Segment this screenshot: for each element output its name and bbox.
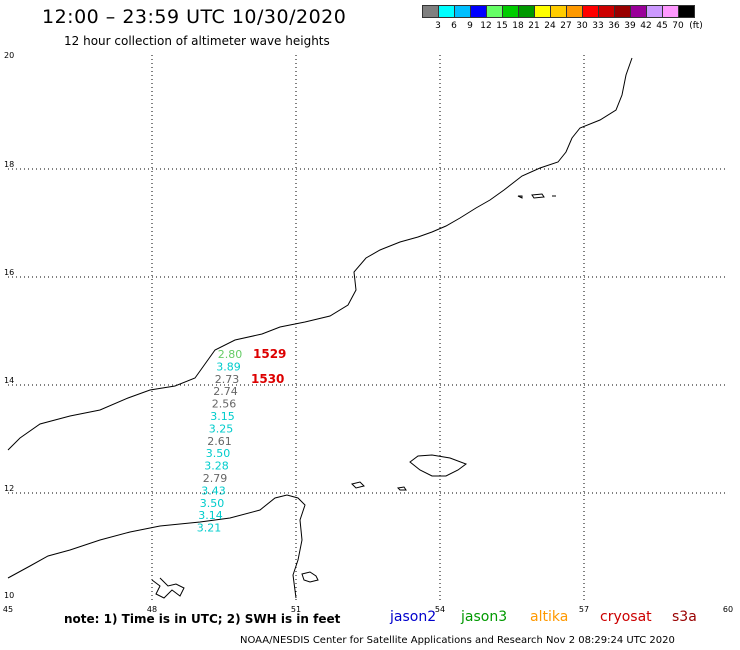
credit-line: NOAA/NESDIS Center for Satellite Applica… xyxy=(240,635,675,646)
coastline xyxy=(7,57,633,599)
swh-value: 2.56 xyxy=(212,398,237,411)
lon-tick-label: 45 xyxy=(3,605,13,614)
page-title: 12:00 – 23:59 UTC 10/30/2020 xyxy=(42,6,347,28)
lon-tick-label: 54 xyxy=(435,605,445,614)
scale-label: 45 xyxy=(656,21,668,31)
swh-value: 2.80 xyxy=(218,348,243,361)
swh-value: 3.50 xyxy=(200,497,225,510)
altimeter-observations: 2.803.892.732.742.563.153.252.613.503.28… xyxy=(197,347,287,535)
axis-tick-labels: 45 48 51 54 57 60 20 18 16 14 12 10 xyxy=(3,51,733,614)
legend-item-jason2: jason2 xyxy=(390,609,437,625)
legend-item-s3a: s3a xyxy=(672,609,697,625)
lat-tick-label: 16 xyxy=(4,268,14,277)
swh-value: 3.25 xyxy=(209,422,234,435)
lat-tick-label: 10 xyxy=(4,591,14,600)
scale-label: 12 xyxy=(480,21,492,31)
scale-label: 36 xyxy=(608,21,620,31)
pass-time-label: 1529 xyxy=(253,347,286,361)
legend-item-cryosat: cryosat xyxy=(600,609,652,625)
lon-tick-label: 48 xyxy=(147,605,157,614)
pass-time-label: 1530 xyxy=(251,372,284,386)
small-island-2 xyxy=(396,486,407,491)
page-subtitle: 12 hour collection of altimeter wave hei… xyxy=(64,34,330,48)
scale-label: 9 xyxy=(467,21,473,31)
scale-label: 42 xyxy=(640,21,652,31)
legend-item-altika: altika xyxy=(530,609,569,625)
scale-label: 21 xyxy=(528,21,540,31)
swh-value: 2.73 xyxy=(215,373,240,386)
arabian-coastline xyxy=(7,494,306,599)
somalia-horn-coastline xyxy=(7,57,633,451)
swh-value: 2.61 xyxy=(207,435,232,448)
scale-label: 18 xyxy=(512,21,524,31)
lat-tick-label: 12 xyxy=(4,484,14,493)
scale-swatch xyxy=(678,5,695,18)
lat-lon-grid xyxy=(8,55,728,600)
scale-label: 24 xyxy=(544,21,556,31)
scale-label: 27 xyxy=(560,21,572,31)
lon-tick-label: 57 xyxy=(579,605,589,614)
scale-unit: (ft) xyxy=(689,21,703,31)
masirah-island xyxy=(301,571,319,583)
swh-value: 3.50 xyxy=(206,447,231,460)
swh-value: 3.21 xyxy=(197,522,222,535)
swh-value: 3.14 xyxy=(198,509,223,522)
scale-label: 30 xyxy=(576,21,588,31)
scale-label: 15 xyxy=(496,21,508,31)
swh-value: 3.15 xyxy=(210,410,235,423)
scale-label: 39 xyxy=(624,21,636,31)
swh-value: 2.79 xyxy=(203,472,228,485)
footnote: note: 1) Time is in UTC; 2) SWH is in fe… xyxy=(64,612,341,626)
swh-value: 3.43 xyxy=(201,484,226,497)
scale-label: 70 xyxy=(672,21,684,31)
scale-label: 6 xyxy=(451,21,457,31)
small-island-1 xyxy=(351,481,365,489)
small-island-3 xyxy=(517,193,556,199)
lon-tick-label: 60 xyxy=(723,605,733,614)
lat-tick-label: 18 xyxy=(4,160,14,169)
swh-value: 2.74 xyxy=(213,385,238,398)
scale-label: 33 xyxy=(592,21,604,31)
legend-item-jason3: jason3 xyxy=(461,609,508,625)
scale-label: 3 xyxy=(435,21,441,31)
swh-value: 3.28 xyxy=(204,460,229,473)
lat-tick-label: 20 xyxy=(4,51,14,60)
lat-tick-label: 14 xyxy=(4,376,14,385)
coastal-islets xyxy=(151,577,185,599)
lon-tick-label: 51 xyxy=(291,605,301,614)
socotra-island xyxy=(409,454,468,477)
swh-value: 3.89 xyxy=(216,360,241,373)
wave-height-color-scale xyxy=(422,5,695,18)
